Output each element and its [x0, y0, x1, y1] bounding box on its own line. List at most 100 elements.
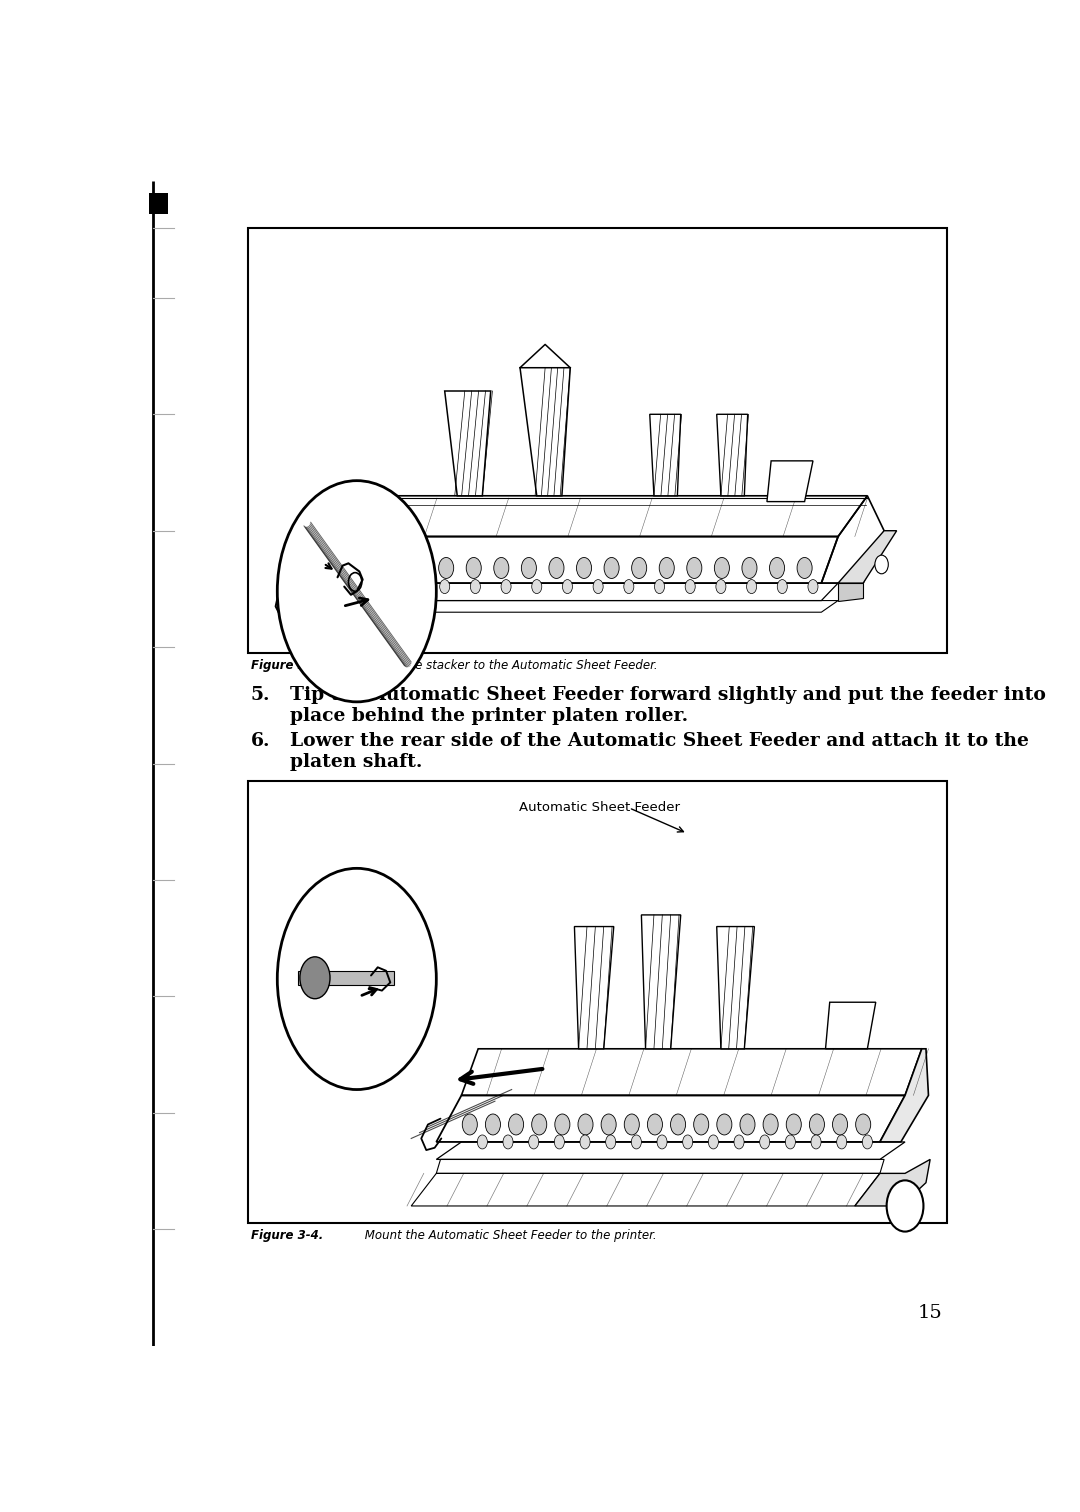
Polygon shape: [838, 584, 863, 600]
Circle shape: [808, 579, 818, 594]
Circle shape: [785, 1136, 795, 1149]
Circle shape: [501, 579, 511, 594]
Text: 5.: 5.: [251, 685, 270, 703]
Circle shape: [529, 1136, 539, 1149]
Circle shape: [604, 558, 619, 579]
Circle shape: [522, 558, 537, 579]
Circle shape: [837, 1136, 847, 1149]
Circle shape: [683, 1136, 692, 1149]
Circle shape: [438, 558, 454, 579]
Circle shape: [769, 558, 784, 579]
Circle shape: [778, 579, 787, 594]
Circle shape: [740, 1114, 755, 1136]
Circle shape: [328, 558, 343, 579]
Polygon shape: [298, 971, 394, 984]
Circle shape: [797, 558, 812, 579]
Polygon shape: [717, 414, 747, 496]
Text: Automatic Sheet Feeder: Automatic Sheet Feeder: [519, 801, 680, 813]
Circle shape: [378, 579, 389, 594]
Circle shape: [657, 1136, 667, 1149]
Circle shape: [383, 558, 399, 579]
Circle shape: [875, 555, 889, 573]
Circle shape: [687, 558, 702, 579]
Circle shape: [356, 558, 372, 579]
Circle shape: [348, 579, 357, 594]
Circle shape: [685, 579, 696, 594]
Text: Tip the Automatic Sheet Feeder forward slightly and put the feeder into: Tip the Automatic Sheet Feeder forward s…: [289, 685, 1045, 703]
Circle shape: [555, 1114, 570, 1136]
Circle shape: [580, 1136, 590, 1149]
Polygon shape: [767, 461, 813, 502]
Text: Attach the stacker to the Automatic Sheet Feeder.: Attach the stacker to the Automatic Shee…: [356, 659, 658, 671]
Bar: [248, 228, 947, 653]
Circle shape: [632, 558, 647, 579]
Circle shape: [862, 1136, 873, 1149]
Circle shape: [654, 579, 664, 594]
Circle shape: [717, 1114, 732, 1136]
Circle shape: [624, 1114, 639, 1136]
Circle shape: [606, 1136, 616, 1149]
Circle shape: [786, 1114, 801, 1136]
Circle shape: [411, 558, 427, 579]
Circle shape: [549, 558, 564, 579]
Text: platen shaft.: platen shaft.: [289, 753, 422, 771]
Circle shape: [467, 558, 482, 579]
Circle shape: [577, 558, 592, 579]
Circle shape: [278, 481, 436, 702]
Circle shape: [632, 1136, 642, 1149]
Circle shape: [554, 1136, 565, 1149]
Polygon shape: [838, 531, 896, 584]
Circle shape: [578, 1114, 593, 1136]
Circle shape: [531, 1114, 546, 1136]
Circle shape: [624, 579, 634, 594]
Polygon shape: [642, 915, 680, 1049]
Circle shape: [759, 1136, 770, 1149]
Circle shape: [764, 1114, 779, 1136]
Circle shape: [708, 1136, 718, 1149]
Circle shape: [494, 558, 509, 579]
Polygon shape: [855, 1160, 930, 1207]
Circle shape: [887, 1181, 923, 1232]
Text: Mount the Automatic Sheet Feeder to the printer.: Mount the Automatic Sheet Feeder to the …: [361, 1229, 657, 1243]
Circle shape: [693, 1114, 708, 1136]
Circle shape: [746, 579, 757, 594]
Bar: [149, 194, 167, 215]
Circle shape: [409, 579, 419, 594]
Circle shape: [509, 1114, 524, 1136]
Circle shape: [811, 1136, 821, 1149]
Circle shape: [714, 558, 729, 579]
Circle shape: [440, 579, 449, 594]
Circle shape: [462, 1114, 477, 1136]
Circle shape: [647, 1114, 662, 1136]
Polygon shape: [575, 927, 613, 1049]
Circle shape: [659, 558, 674, 579]
Circle shape: [300, 957, 330, 999]
Text: Lower the rear side of the Automatic Sheet Feeder and attach it to the: Lower the rear side of the Automatic She…: [289, 732, 1029, 750]
Circle shape: [485, 1114, 500, 1136]
Circle shape: [503, 1136, 513, 1149]
Circle shape: [563, 579, 572, 594]
Polygon shape: [880, 1049, 929, 1142]
Polygon shape: [521, 367, 570, 496]
Text: Figure 3-3.: Figure 3-3.: [251, 659, 323, 671]
Circle shape: [278, 868, 436, 1090]
Circle shape: [671, 1114, 686, 1136]
Circle shape: [716, 579, 726, 594]
Circle shape: [809, 1114, 824, 1136]
Polygon shape: [717, 927, 754, 1049]
Bar: [248, 782, 947, 1223]
Text: 15: 15: [918, 1305, 943, 1323]
Text: Figure 3-4.: Figure 3-4.: [251, 1229, 323, 1243]
Polygon shape: [650, 414, 680, 496]
Circle shape: [833, 1114, 848, 1136]
Circle shape: [471, 579, 481, 594]
Circle shape: [742, 558, 757, 579]
Text: place behind the printer platen roller.: place behind the printer platen roller.: [289, 706, 688, 724]
Polygon shape: [445, 392, 490, 496]
Circle shape: [477, 1136, 487, 1149]
Circle shape: [734, 1136, 744, 1149]
Circle shape: [593, 579, 603, 594]
Circle shape: [855, 1114, 870, 1136]
Circle shape: [531, 579, 542, 594]
Text: 6.: 6.: [251, 732, 270, 750]
